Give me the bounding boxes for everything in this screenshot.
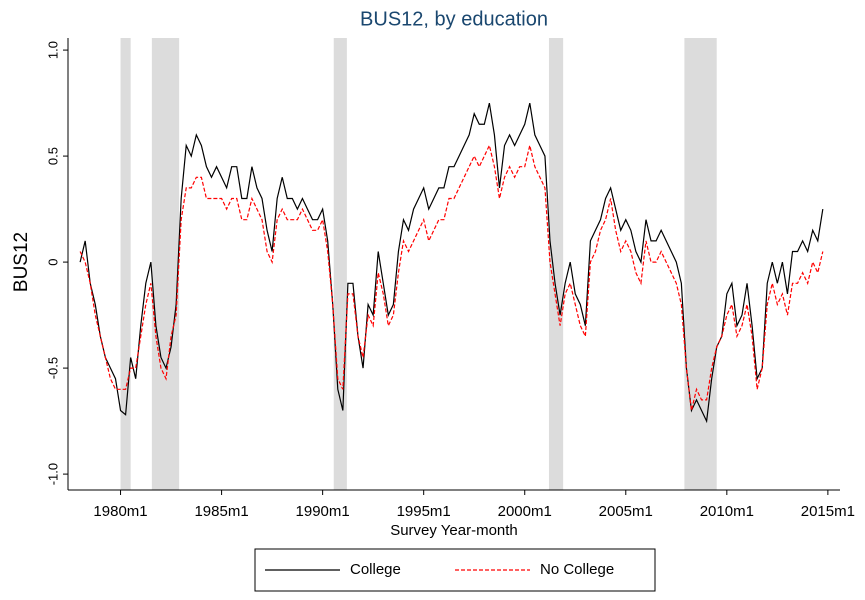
y-tick-label: -0.5	[45, 357, 60, 379]
recession-band	[548, 38, 564, 490]
legend-label: No College	[540, 561, 614, 578]
y-tick-label: 1.0	[45, 41, 60, 59]
recession-band	[684, 38, 717, 490]
series-line	[79, 143, 824, 411]
x-tick-label: 2010m1	[700, 503, 754, 520]
x-tick-label: 2000m1	[498, 503, 552, 520]
y-tick-label: 0.5	[45, 147, 60, 165]
series-line	[79, 102, 824, 424]
x-tick-label: 1995m1	[397, 503, 451, 520]
x-tick-label: 1980m1	[93, 503, 147, 520]
recession-band	[151, 38, 180, 490]
chart-title: BUS12, by education	[360, 8, 548, 30]
y-tick-label: -1.0	[45, 463, 60, 485]
x-tick-label: 2015m1	[801, 503, 855, 520]
recession-band	[333, 38, 347, 490]
x-tick-label: 1990m1	[296, 503, 350, 520]
legend-label: College	[350, 561, 401, 578]
y-tick-label: 0	[45, 258, 60, 265]
x-tick-label: 2005m1	[599, 503, 653, 520]
legend-box	[254, 548, 656, 592]
recession-band	[120, 38, 131, 490]
y-axis-label: BUS12	[11, 232, 32, 292]
x-tick-label: 1985m1	[194, 503, 248, 520]
x-axis-label: Survey Year-month	[390, 522, 518, 539]
